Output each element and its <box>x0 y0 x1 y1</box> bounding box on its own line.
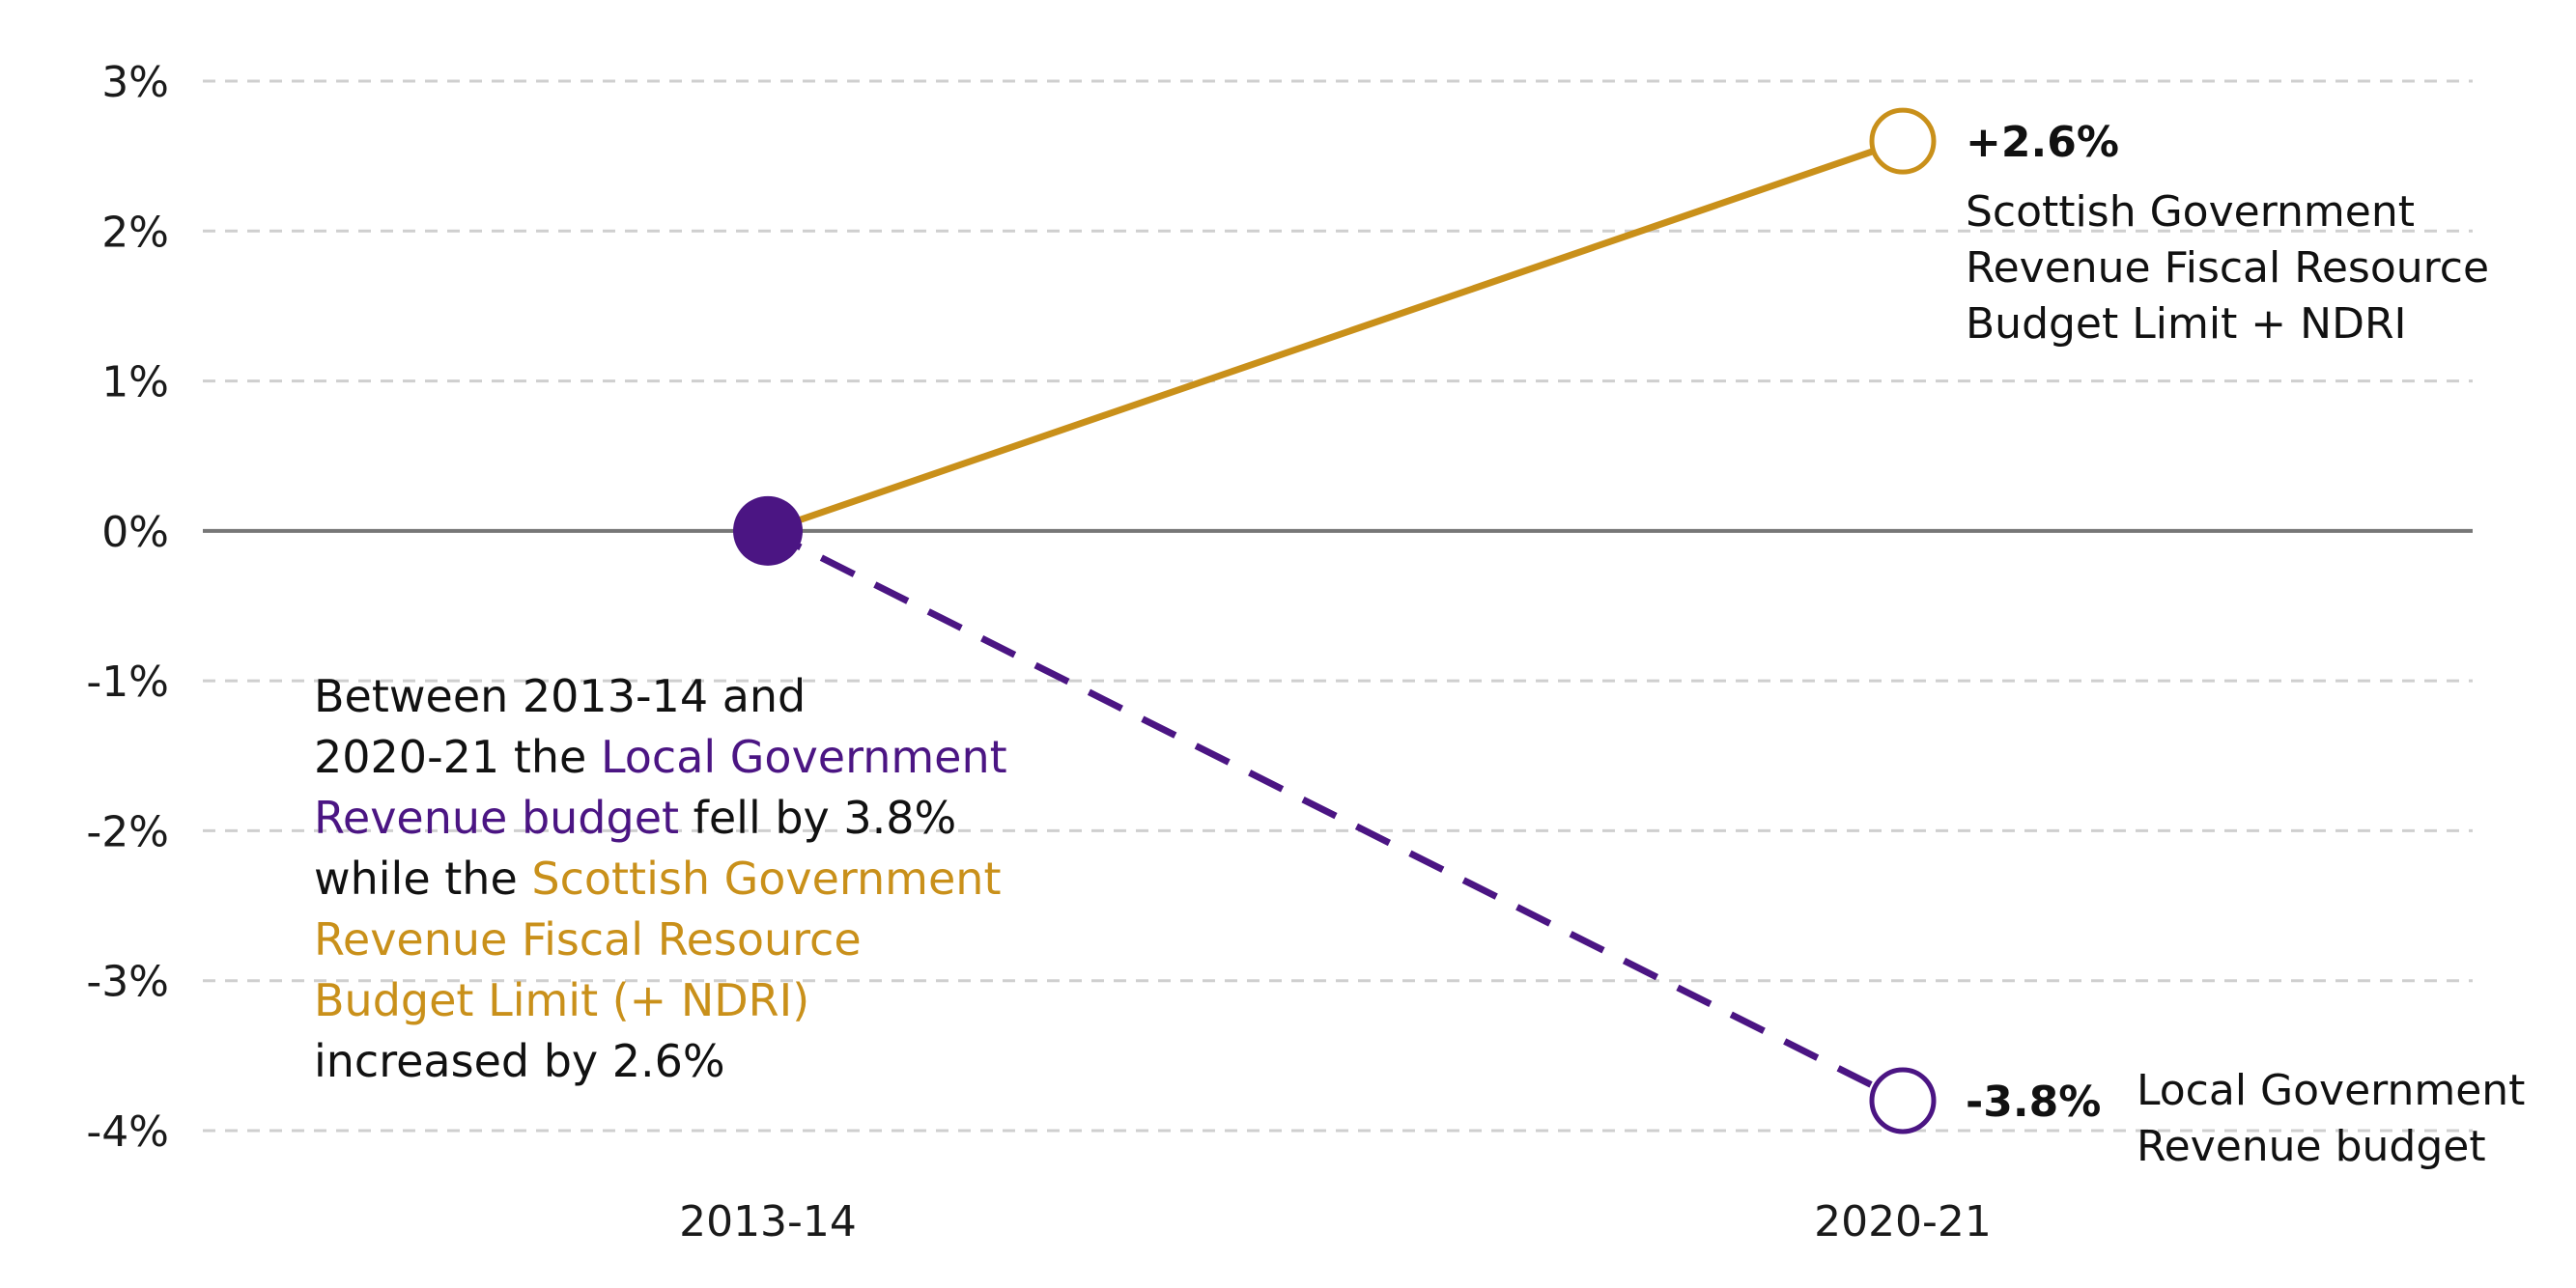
y-tick-label: -4% <box>86 1107 169 1157</box>
series-line-sg <box>766 137 1905 535</box>
sg-series-label-line: Revenue Fiscal Resource <box>1966 243 2489 293</box>
annotation-line1: Between 2013-14 and <box>314 670 807 722</box>
sg-end-value: +2.6% <box>1966 118 2119 167</box>
chart-annotation: Between 2013-14 and 2020-21 the Local Go… <box>314 666 1009 1092</box>
annotation-prefix: 2020-21 the <box>314 731 601 783</box>
lg-series-label-line: Revenue budget <box>2137 1122 2486 1171</box>
end-marker-lg <box>1869 1067 1937 1134</box>
y-tick-label: 2% <box>101 208 169 257</box>
y-tick-label: -3% <box>86 958 169 1007</box>
lg-series-label-line: Local Government <box>2137 1066 2525 1115</box>
annotation-mid: fell by 3.8% while the <box>314 792 957 905</box>
y-tick-label: -2% <box>86 807 169 856</box>
lg-end-value: -3.8% <box>1966 1078 2101 1127</box>
y-tick-label: 0% <box>101 508 169 557</box>
end-marker-sg <box>1869 107 1937 175</box>
y-tick-label: -1% <box>86 658 169 707</box>
annotation-suffix: increased by 2.6% <box>314 1035 725 1087</box>
annotation-lg-name: Local Government Revenue budget <box>314 731 1007 844</box>
start-marker <box>733 495 803 566</box>
x-tick-label: 2013-14 <box>679 1197 857 1246</box>
sg-series-label-line: Scottish Government <box>1966 187 2415 237</box>
annotation-sg-name: Scottish Government Revenue Fiscal Resou… <box>314 853 1002 1026</box>
sg-series-label-line: Budget Limit + NDRI <box>1966 299 2407 349</box>
y-tick-label: 1% <box>101 358 169 407</box>
x-tick-label: 2020-21 <box>1814 1197 1992 1246</box>
y-tick-label: 3% <box>101 58 169 107</box>
series-line-lg <box>766 527 1905 1105</box>
